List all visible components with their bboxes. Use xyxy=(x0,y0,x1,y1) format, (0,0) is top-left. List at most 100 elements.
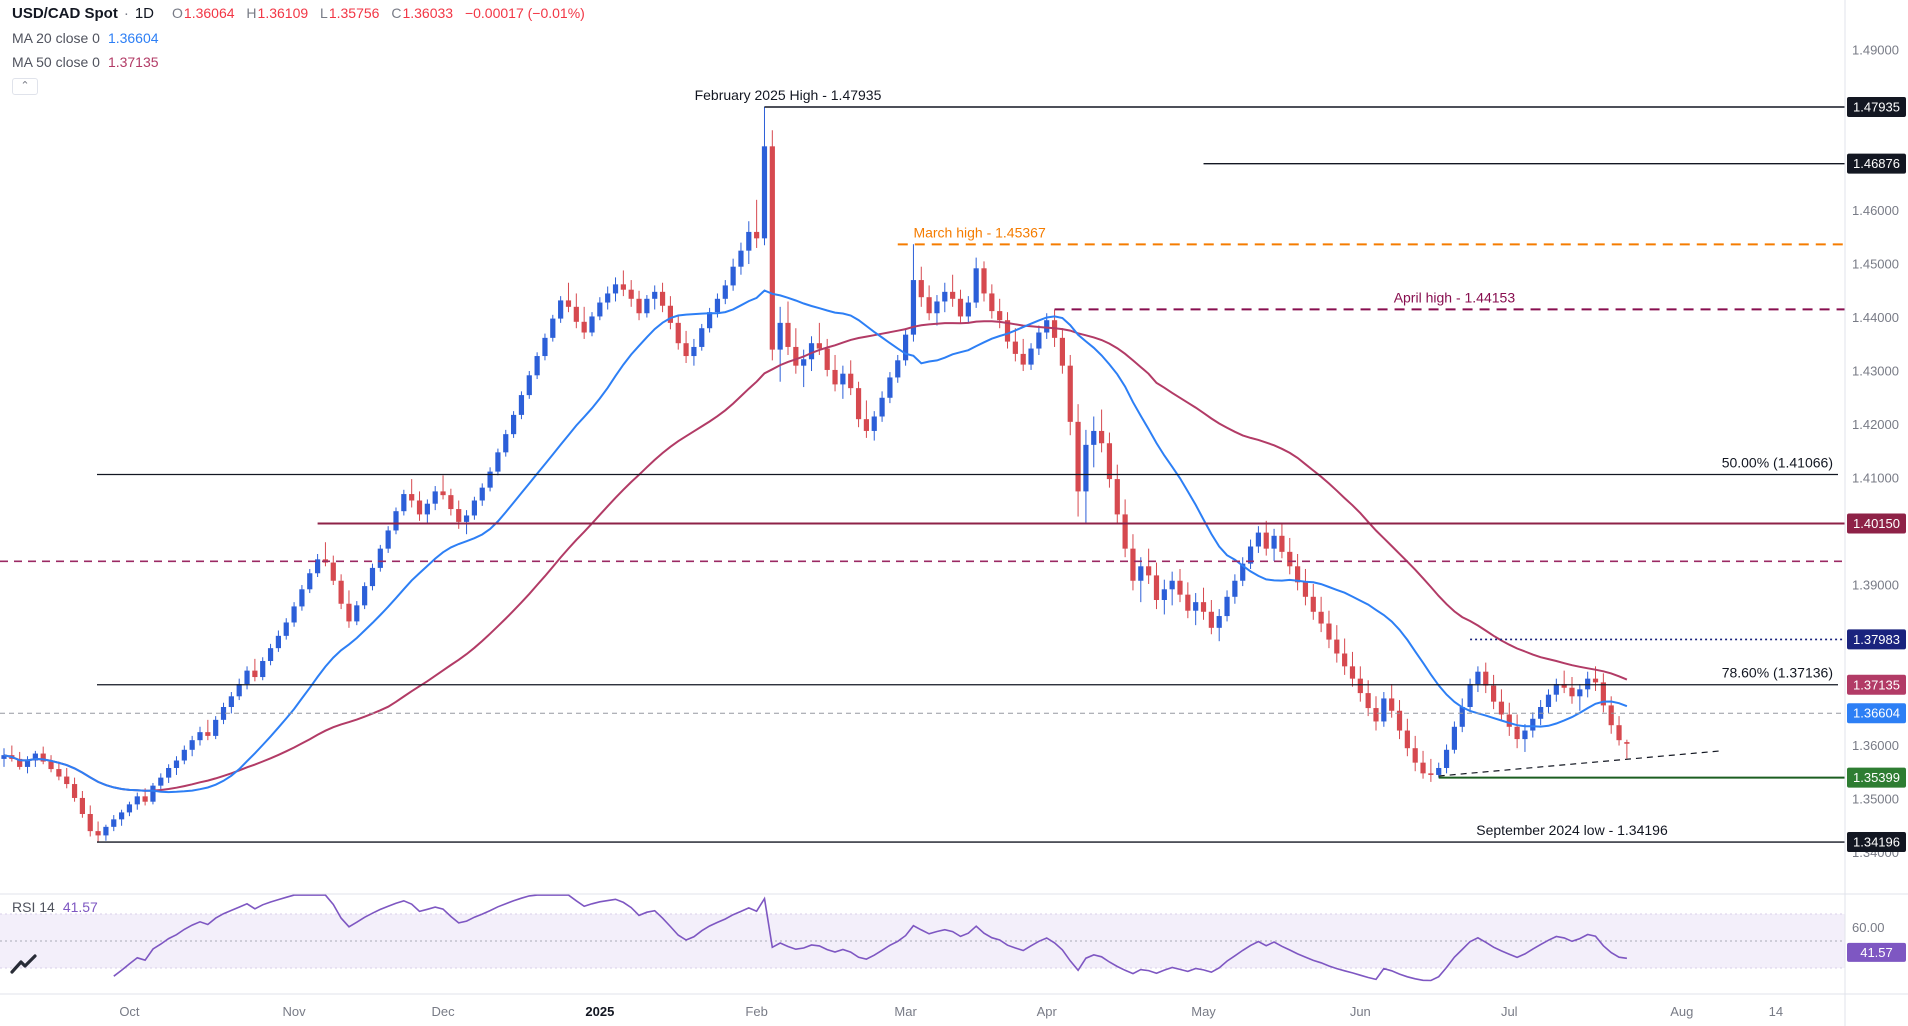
candle xyxy=(1498,689,1505,722)
candle xyxy=(965,296,971,323)
candle xyxy=(1106,432,1113,488)
candle-body xyxy=(934,301,940,314)
candle xyxy=(1318,596,1324,633)
candle xyxy=(1177,568,1183,603)
ma20-line xyxy=(3,289,1628,794)
price-axis[interactable] xyxy=(1845,0,1908,994)
time-axis[interactable] xyxy=(0,994,1908,1026)
candle-body xyxy=(1302,582,1309,597)
price-tick-label: 1.44000 xyxy=(1852,310,1899,325)
candle xyxy=(691,338,697,366)
candle xyxy=(1381,692,1387,727)
candle xyxy=(1365,680,1371,717)
candle xyxy=(283,618,289,640)
candle xyxy=(322,542,329,567)
candle xyxy=(1099,409,1105,453)
candle-body xyxy=(707,312,713,329)
candle-body xyxy=(448,495,454,510)
candle xyxy=(534,352,540,380)
candle xyxy=(315,553,321,577)
candle xyxy=(1514,714,1520,749)
candle-body xyxy=(1287,551,1293,567)
candle-body xyxy=(1592,678,1599,683)
candle xyxy=(1608,696,1614,734)
candle xyxy=(119,809,125,826)
fib-78-6-percent-label: 78.60% (1.37136) xyxy=(1722,665,1833,681)
candle-body xyxy=(652,291,658,299)
candle-body xyxy=(393,511,399,531)
candle-body xyxy=(1514,726,1520,740)
candle-body xyxy=(1443,749,1450,768)
timeframe[interactable]: 1D xyxy=(134,5,155,22)
candle-body xyxy=(1483,671,1489,686)
candle xyxy=(1271,528,1277,561)
price-badge-label: 1.47935 xyxy=(1853,100,1900,115)
candle xyxy=(981,261,987,302)
candle xyxy=(244,666,250,690)
candle xyxy=(173,756,180,775)
candle xyxy=(291,602,297,627)
candle xyxy=(589,312,595,337)
candle xyxy=(1436,762,1442,778)
candle xyxy=(1279,523,1285,559)
candle-body xyxy=(1216,616,1222,628)
candle xyxy=(581,306,587,339)
time-axis-label: Jun xyxy=(1350,1004,1371,1019)
candle xyxy=(1475,666,1481,693)
candle xyxy=(1373,696,1379,731)
candle xyxy=(738,242,744,275)
candle xyxy=(1146,548,1152,584)
candle xyxy=(628,280,634,307)
candle-body xyxy=(1208,611,1214,628)
candle-body xyxy=(1334,639,1340,654)
close-value: 1.36033 xyxy=(402,5,454,21)
candle-body xyxy=(71,784,78,798)
candle xyxy=(1114,464,1120,524)
candle xyxy=(181,745,187,765)
candle xyxy=(730,258,736,291)
candle xyxy=(895,354,901,383)
candle xyxy=(1193,593,1199,626)
candle xyxy=(95,821,101,842)
candle xyxy=(754,199,760,248)
candle-body xyxy=(816,343,822,349)
candle xyxy=(1483,662,1489,694)
candle-body xyxy=(479,487,485,501)
candle-body xyxy=(801,359,807,366)
candle-body xyxy=(1326,623,1332,640)
candle xyxy=(699,323,705,351)
rsi-badge xyxy=(1847,942,1906,962)
candle xyxy=(1616,716,1622,746)
candle-body xyxy=(1506,714,1512,727)
price-tick-label: 1.36000 xyxy=(1852,738,1899,753)
candle xyxy=(1122,499,1128,558)
candle-body xyxy=(307,573,313,590)
collapse-pane-button[interactable]: ⌃ xyxy=(12,78,38,95)
symbol-title[interactable]: USD/CAD Spot xyxy=(12,5,118,22)
candle xyxy=(840,365,846,399)
rsi-value: 41.57 xyxy=(62,899,98,915)
ma50-line xyxy=(3,320,1628,792)
candle-body xyxy=(197,732,203,741)
candle xyxy=(134,792,140,810)
candle-body xyxy=(1357,678,1363,694)
price-badge-label: 1.37135 xyxy=(1853,677,1900,692)
candle-body xyxy=(1247,546,1254,564)
candle-body xyxy=(785,322,791,347)
candle-body xyxy=(754,231,760,239)
candle-body xyxy=(111,819,117,827)
candle xyxy=(1263,520,1269,556)
candle-body xyxy=(32,753,38,761)
candle xyxy=(1624,739,1630,759)
candle-body xyxy=(1130,548,1136,581)
candle xyxy=(550,314,556,342)
candle-body xyxy=(1044,320,1050,333)
candle-body xyxy=(1310,596,1316,612)
candle-body xyxy=(1412,748,1418,763)
candle-body xyxy=(1012,341,1018,354)
candle-body xyxy=(275,635,281,649)
price-badge xyxy=(1847,97,1906,117)
tradingview-logo[interactable] xyxy=(10,953,38,982)
rising-trendline[interactable] xyxy=(1438,750,1722,777)
